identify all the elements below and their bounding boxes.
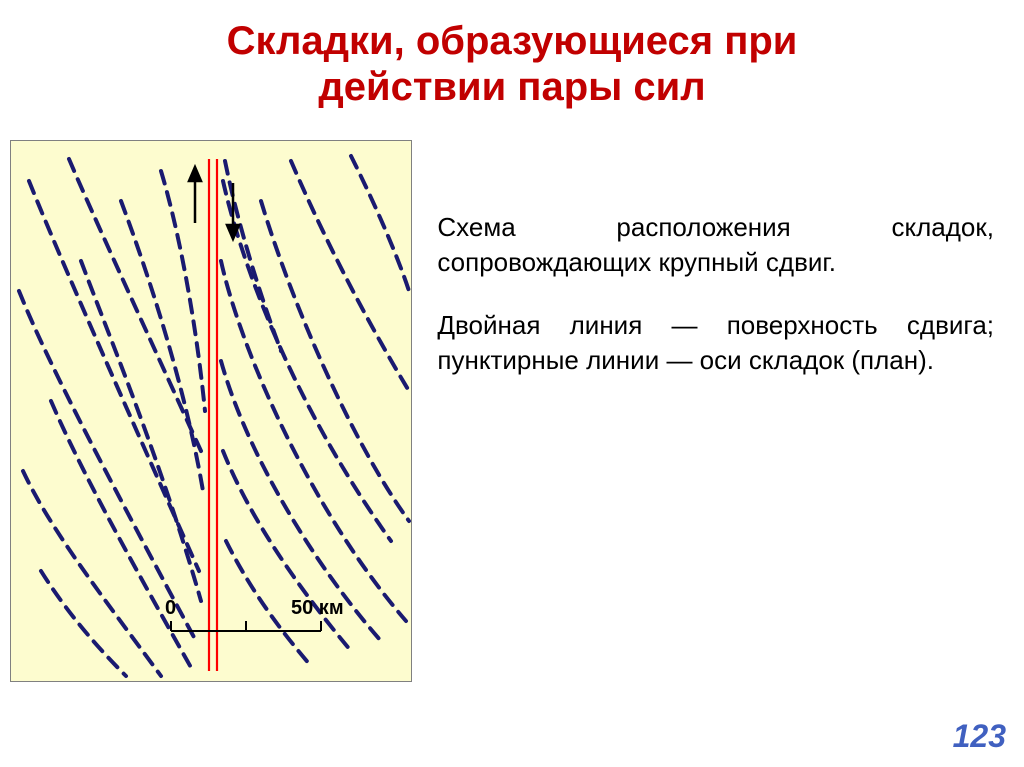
fold-axis [223, 181, 391, 541]
slide-title: Складки, образующиеся при действии пары … [0, 18, 1024, 110]
paragraph-2: Двойная линия — поверхность сдвига; пунк… [437, 308, 994, 378]
fold-axis [81, 261, 201, 601]
fold-axis [41, 571, 126, 676]
title-line-1: Складки, образующиеся при [227, 19, 798, 63]
arrow-up-icon [189, 167, 201, 223]
page-number: 123 [953, 718, 1006, 755]
fold-axes-group [19, 156, 409, 676]
slide: Складки, образующиеся при действии пары … [0, 0, 1024, 767]
fold-axis [161, 171, 205, 411]
fold-axis [223, 451, 351, 651]
content-row: 0 50 км Схема расположения складок, сопро… [0, 140, 1024, 682]
diagram-column: 0 50 км [0, 140, 437, 682]
fold-axis [221, 261, 406, 621]
fold-axis [19, 291, 196, 641]
scale-label-end: 50 км [291, 597, 344, 620]
fold-axis [291, 161, 409, 391]
diagram-svg [11, 141, 411, 681]
paragraph-1: Схема расположения складок, сопровождающ… [437, 210, 994, 280]
fold-axis [261, 201, 409, 521]
text-column: Схема расположения складок, сопровождающ… [437, 140, 1024, 682]
scale-label-zero: 0 [165, 597, 176, 620]
fold-axis [121, 201, 203, 491]
title-line-2: действии пары сил [318, 65, 705, 109]
shear-fold-diagram: 0 50 км [10, 140, 412, 682]
scale-bar [171, 621, 321, 631]
fold-axis [351, 156, 409, 291]
